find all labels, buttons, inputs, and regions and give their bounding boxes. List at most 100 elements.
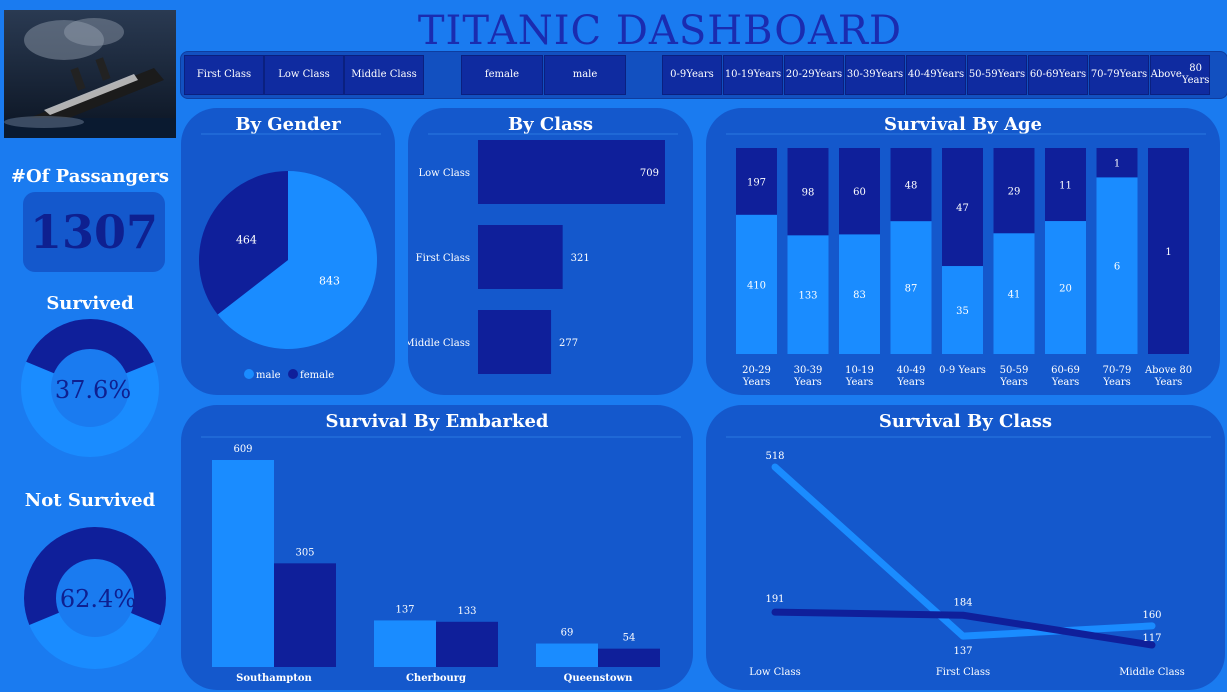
age-bar-not-survived xyxy=(942,148,983,267)
age-category-label: Years xyxy=(1051,377,1080,388)
class-line-category-label: First Class xyxy=(936,667,990,678)
survived-donut: 37.6% xyxy=(21,319,159,457)
slicer-age-label-line: Years xyxy=(814,69,843,80)
slicer-age-label-line: 20-29 xyxy=(785,69,815,80)
survived-donut-arc xyxy=(21,319,159,457)
embarked-data-label: 69 xyxy=(561,628,574,639)
class-bar-first-class xyxy=(478,225,563,289)
slicer-age-70-79-years[interactable]: 70-79 Years xyxy=(1089,55,1149,95)
class-data-label: 709 xyxy=(640,168,659,179)
age-bar-survived xyxy=(1045,221,1086,354)
by-class-panel: By Class Low Class 709 First Class 321 Middl… xyxy=(408,108,693,395)
age-bar-not-survived xyxy=(890,148,932,222)
age-category-label: 10-19 xyxy=(845,365,874,376)
embarked-data-label: 133 xyxy=(457,606,476,617)
age-bar-not-survived xyxy=(736,148,777,215)
age-data-label: 1 xyxy=(1165,247,1171,258)
slicer-age-20-29-years[interactable]: 20-29 Years xyxy=(784,55,844,95)
age-bar-survived xyxy=(993,233,1035,354)
age-bar-not-survived xyxy=(787,148,829,236)
age-data-label: 48 xyxy=(905,181,918,192)
age-data-label: 29 xyxy=(1008,187,1021,198)
class-bar-low-class xyxy=(478,140,665,204)
slicer-age-label-line: Years xyxy=(875,69,904,80)
age-category-label: Years xyxy=(742,377,771,388)
embarked-category-label: Cherbourg xyxy=(406,673,466,684)
legend-label-male: male xyxy=(256,370,281,381)
dashboard-title: TITANIC DASHBOARD xyxy=(417,8,903,54)
passengers-value: 1307 xyxy=(23,192,165,272)
pie-data-label: 464 xyxy=(236,234,257,247)
slicer-age-50-59-years[interactable]: 50-59 Years xyxy=(967,55,1027,95)
class-line-series xyxy=(771,608,1156,649)
embarked-bar-cherbourg xyxy=(436,621,498,667)
age-data-label: 410 xyxy=(747,280,766,291)
slicer-first-class[interactable]: First Class xyxy=(184,55,264,95)
slicer-age-0-9-years[interactable]: 0-9 Years xyxy=(662,55,722,95)
by-gender-title: By Gender xyxy=(235,114,341,135)
age-data-label: 197 xyxy=(747,177,766,188)
slicer-age-60-69-years[interactable]: 60-69 Years xyxy=(1028,55,1088,95)
survival-by-age-title: Survival By Age xyxy=(883,114,1043,135)
slicer-female[interactable]: female xyxy=(461,55,543,95)
legend-marker-female xyxy=(288,369,298,379)
age-bar-not-survived xyxy=(1096,148,1138,178)
embarked-category-label: Southampton xyxy=(236,673,312,684)
age-bar-not-survived xyxy=(993,148,1035,234)
pie-slice-male xyxy=(217,171,377,349)
slicer-age-above-80-years[interactable]: Above 80 Years xyxy=(1150,55,1210,95)
age-category-label: Years xyxy=(1154,377,1183,388)
age-bar-survived xyxy=(787,235,829,354)
age-data-label: 11 xyxy=(1059,181,1072,192)
slicer-age-label-line: Years xyxy=(997,69,1026,80)
not-survived-label: Not Survived xyxy=(24,490,156,511)
survival-by-embarked-panel: Survival By Embarked 609 305 Southampton 13… xyxy=(181,405,693,690)
slicer-age-label-line: 80 Years xyxy=(1181,63,1210,86)
age-data-label: 47 xyxy=(956,203,969,214)
embarked-bar-queenstown xyxy=(598,648,660,667)
pie-slice-female xyxy=(199,171,288,315)
age-category-label: 50-59 xyxy=(1000,365,1029,376)
age-data-label: 60 xyxy=(853,187,866,198)
class-line-category-label: Middle Class xyxy=(1119,667,1185,678)
age-bar-not-survived xyxy=(839,148,880,235)
slicer-low-class[interactable]: Low Class xyxy=(264,55,344,95)
slicer-age-label-line: Years xyxy=(1119,69,1148,80)
slicer-age-label-line: Years xyxy=(753,69,782,80)
survived-value: 37.6% xyxy=(55,376,131,404)
slicer-age-label-line: Above xyxy=(1150,69,1182,80)
age-bar-survived xyxy=(736,214,777,354)
embarked-bar-southampton xyxy=(274,563,336,667)
pie-data-label: 843 xyxy=(319,274,340,287)
slicer-male[interactable]: male xyxy=(544,55,626,95)
class-line-category-label: Low Class xyxy=(749,667,800,678)
passengers-label: #Of Passangers xyxy=(10,166,170,187)
slicer-bar: First Class Low Class Middle Class femal… xyxy=(180,51,1227,99)
slicer-age-30-39-years[interactable]: 30-39 Years xyxy=(845,55,905,95)
embarked-bar-queenstown xyxy=(536,643,598,667)
slicer-age-label-line: Years xyxy=(686,69,714,80)
age-category-label: 0-9 Years xyxy=(939,365,986,376)
class-line-data-label: 117 xyxy=(1142,633,1161,644)
class-line-chart: 518 137 160 191 184 117 Low Class First Class Mi… xyxy=(726,436,1211,678)
slicer-middle-class[interactable]: Middle Class xyxy=(344,55,424,95)
age-category-label: 70-79 xyxy=(1103,365,1132,376)
slicer-age-label-line: 60-69 xyxy=(1029,69,1059,80)
slicer-age-label-line: 0-9 xyxy=(670,69,687,80)
survival-by-class-title: Survival By Class xyxy=(878,411,1053,432)
age-category-label: 20-29 xyxy=(742,365,771,376)
slicer-age-label-line: 30-39 xyxy=(846,69,876,80)
legend-marker-male xyxy=(244,369,254,379)
slicer-age-10-19-years[interactable]: 10-19 Years xyxy=(723,55,783,95)
embarked-category-label: Queenstown xyxy=(564,673,634,684)
slicer-age-label-line: 10-19 xyxy=(724,69,754,80)
slicer-age-label-line: Years xyxy=(936,69,965,80)
slicer-age-40-49-years[interactable]: 40-49 Years xyxy=(906,55,966,95)
class-line-data-label: 184 xyxy=(953,597,972,608)
age-category-label: 30-39 xyxy=(794,365,823,376)
age-category-label: Years xyxy=(1102,377,1131,388)
survival-by-embarked-title: Survival By Embarked xyxy=(325,411,549,432)
class-line-series xyxy=(771,463,1156,640)
survival-by-age-panel: Survival By Age 197 410 20-29 Years 98 133 30-… xyxy=(706,108,1220,395)
class-line-data-label: 160 xyxy=(1142,610,1161,621)
